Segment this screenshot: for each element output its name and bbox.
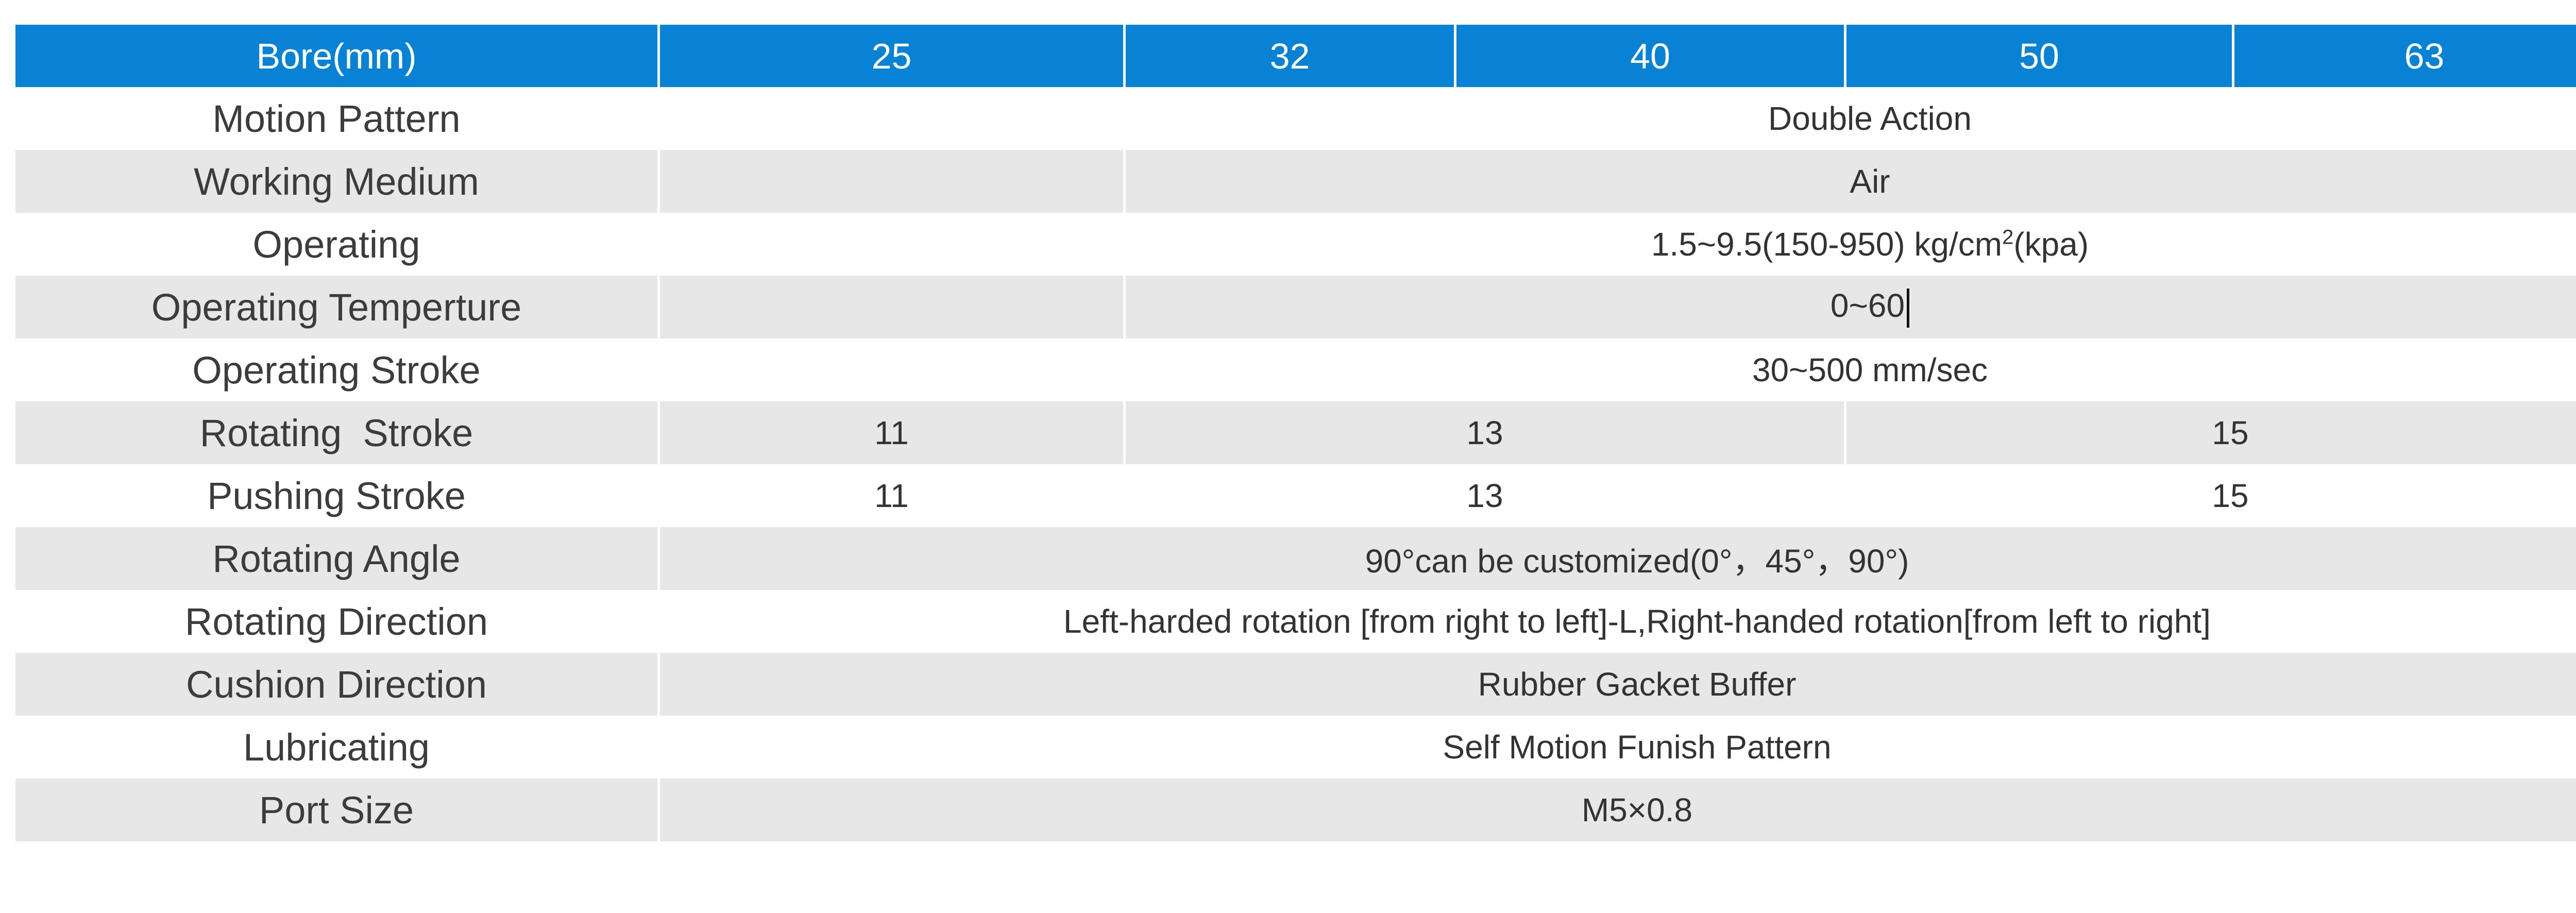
row-pushing-stroke: Pushing Stroke 11 13 15 <box>15 464 2576 527</box>
value-cell-50-63: 15 <box>1844 401 2576 464</box>
row-value: 1.5~9.5(150-950) kg/cm2(kpa) <box>1123 213 2576 276</box>
row-motion-pattern: Motion Pattern Double Action <box>15 87 2576 150</box>
empty-cell <box>657 213 1123 276</box>
header-bore-50: 50 <box>1844 25 2232 87</box>
row-lubricating: Lubricating Self Motion Funish Pattern <box>15 716 2576 779</box>
spec-table: Bore(mm) 25 32 40 50 63 Motion Pattern D… <box>15 25 2576 841</box>
operating-value-superscript: 2 <box>2002 226 2014 249</box>
empty-cell <box>657 339 1123 401</box>
row-label: Lubricating <box>15 716 657 779</box>
header-bore-63: 63 <box>2232 25 2576 87</box>
row-rotating-angle: Rotating Angle 90°can be customized(0°，4… <box>15 527 2576 590</box>
row-label: Motion Pattern <box>15 87 657 150</box>
row-operating-temperature: Operating Temperture 0~60 <box>15 276 2576 339</box>
row-value: 90°can be customized(0°，45°，90°) <box>657 527 2576 590</box>
operating-value-unit: (kpa) <box>2013 226 2089 263</box>
header-bore-32: 32 <box>1123 25 1454 87</box>
row-label: Working Medium <box>15 150 657 213</box>
row-label: Rotating Stroke <box>15 401 657 464</box>
row-value: Self Motion Funish Pattern <box>657 716 2576 779</box>
row-label: Pushing Stroke <box>15 464 657 527</box>
row-label: Cushion Direction <box>15 653 657 716</box>
row-label: Operating Stroke <box>15 339 657 401</box>
row-rotating-stroke: Rotating Stroke 11 13 15 <box>15 401 2576 464</box>
row-rotating-direction: Rotating Direction Left-harded rotation … <box>15 590 2576 653</box>
row-label: Rotating Direction <box>15 590 657 653</box>
row-label: Operating <box>15 213 657 276</box>
row-value: M5×0.8 <box>657 779 2576 841</box>
row-port-size: Port Size M5×0.8 <box>15 779 2576 841</box>
row-label: Rotating Angle <box>15 527 657 590</box>
header-bore-40: 40 <box>1454 25 1844 87</box>
empty-cell <box>657 150 1123 213</box>
row-cushion-direction: Cushion Direction Rubber Gacket Buffer <box>15 653 2576 716</box>
header-bore-25: 25 <box>657 25 1123 87</box>
header-bore-label: Bore(mm) <box>15 25 657 87</box>
row-value: 0~60 <box>1123 276 2576 339</box>
operating-value-main: 1.5~9.5(150-950) kg/cm <box>1651 226 2003 263</box>
value-cell-32-40: 13 <box>1123 464 1844 527</box>
value-cell-50-63: 15 <box>1844 464 2576 527</box>
row-value: Double Action <box>1123 87 2576 150</box>
temperature-value: 0~60 <box>1830 286 1905 324</box>
row-value: Left-harded rotation [from right to left… <box>657 590 2576 653</box>
row-value: Air <box>1123 150 2576 213</box>
row-working-medium: Working Medium Air <box>15 150 2576 213</box>
row-value: Rubber Gacket Buffer <box>657 653 2576 716</box>
row-operating: Operating 1.5~9.5(150-950) kg/cm2(kpa) <box>15 213 2576 276</box>
empty-cell <box>657 276 1123 339</box>
row-label: Port Size <box>15 779 657 841</box>
value-cell-25: 11 <box>657 464 1123 527</box>
header-row: Bore(mm) 25 32 40 50 63 <box>15 25 2576 87</box>
empty-cell <box>657 87 1123 150</box>
value-cell-32-40: 13 <box>1123 401 1844 464</box>
row-operating-stroke: Operating Stroke 30~500 mm/sec <box>15 339 2576 401</box>
row-label: Operating Temperture <box>15 276 657 339</box>
value-cell-25: 11 <box>657 401 1123 464</box>
row-value: 30~500 mm/sec <box>1123 339 2576 401</box>
text-cursor <box>1907 289 1910 328</box>
